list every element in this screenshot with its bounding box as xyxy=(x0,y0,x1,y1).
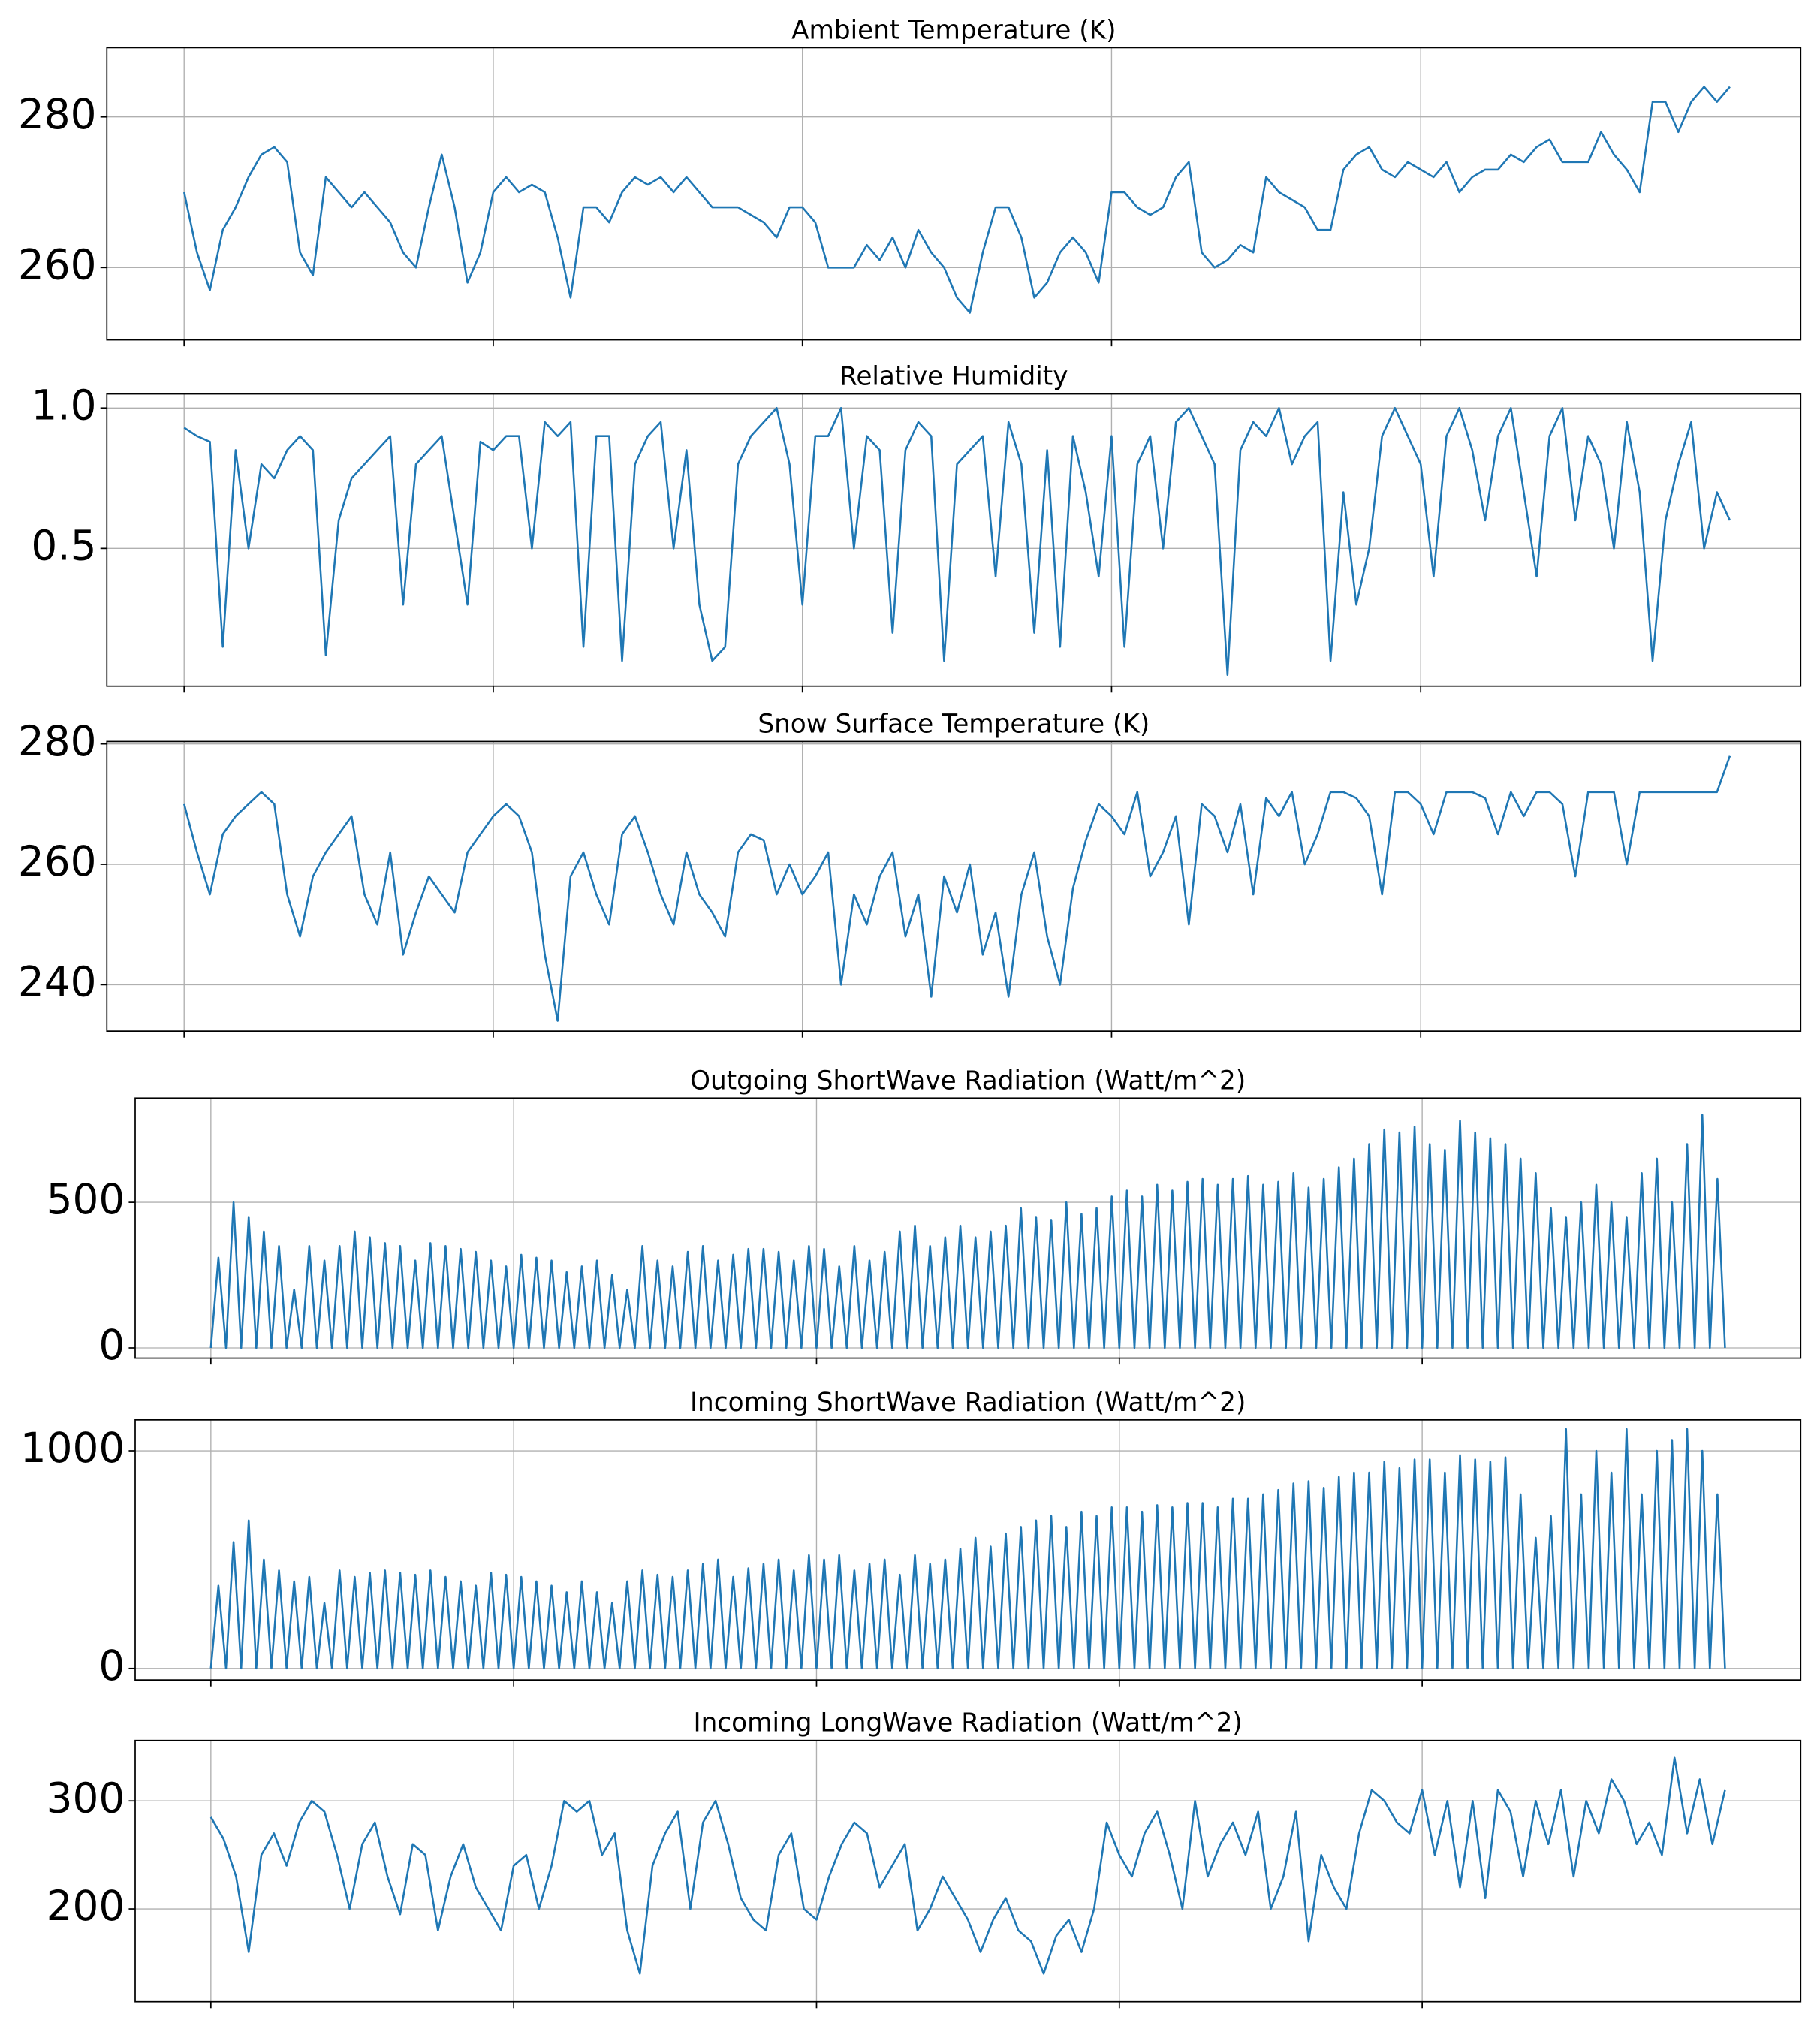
plot-frame xyxy=(106,393,1802,687)
y-tick-label: 200 xyxy=(47,1882,125,1930)
plot-frame xyxy=(106,47,1802,341)
chart-title: Ambient Temperature (K) xyxy=(791,15,1116,45)
y-tick-label: 1000 xyxy=(20,1424,125,1472)
y-tick-label: 500 xyxy=(47,1175,125,1223)
plot-frame xyxy=(106,740,1802,1032)
chart-title: Incoming LongWave Radiation (Watt/m^2) xyxy=(693,1708,1242,1738)
data-line xyxy=(209,1756,1726,1975)
data-line xyxy=(209,1428,1726,1670)
y-tick-label: 0 xyxy=(98,1321,125,1369)
chart-title: Relative Humidity xyxy=(839,362,1068,392)
data-line xyxy=(182,86,1731,314)
plot-frame xyxy=(134,1419,1802,1681)
y-tick-label: 280 xyxy=(18,717,97,765)
data-line xyxy=(183,406,1731,677)
y-tick-label: 260 xyxy=(18,240,97,288)
y-tick-label: 300 xyxy=(47,1774,125,1822)
plot-frame xyxy=(134,1739,1802,2003)
y-tick-label: 260 xyxy=(18,837,97,885)
y-tick-label: 0 xyxy=(98,1642,125,1690)
chart-title: Snow Surface Temperature (K) xyxy=(758,709,1150,739)
y-tick-label: 1.0 xyxy=(31,381,96,429)
y-tick-label: 0.5 xyxy=(31,521,96,569)
data-line xyxy=(182,755,1731,1022)
plot-frame xyxy=(134,1097,1802,1359)
y-tick-label: 280 xyxy=(18,90,97,138)
chart-title: Incoming ShortWave Radiation (Watt/m^2) xyxy=(690,1388,1246,1418)
chart-title: Outgoing ShortWave Radiation (Watt/m^2) xyxy=(690,1066,1246,1096)
y-tick-label: 240 xyxy=(18,958,97,1006)
data-line xyxy=(209,1114,1726,1349)
